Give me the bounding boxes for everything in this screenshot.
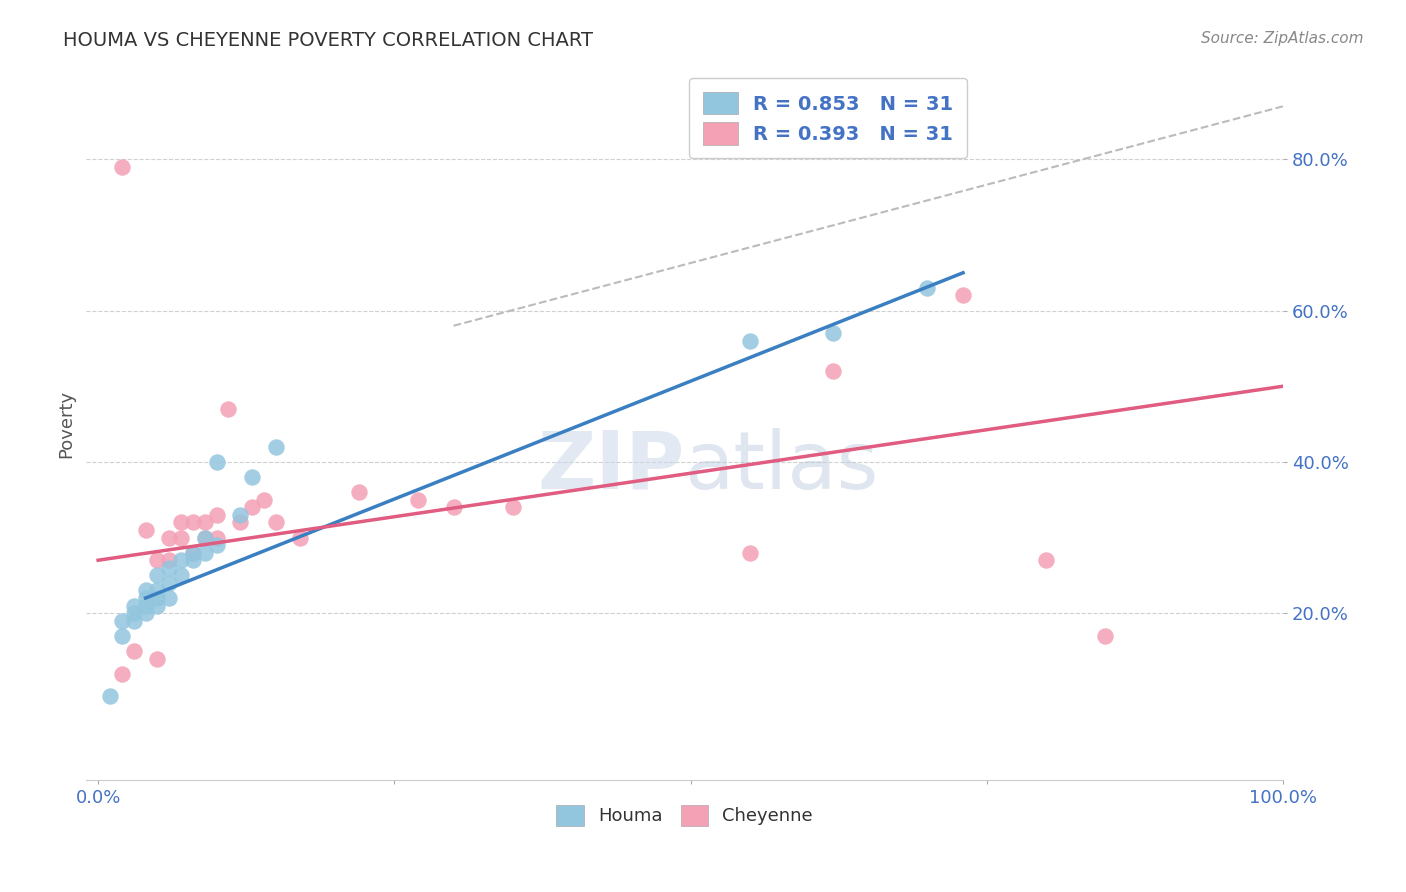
Point — [157, 576, 180, 591]
Point — [240, 500, 263, 515]
Point — [240, 470, 263, 484]
Point — [157, 553, 180, 567]
Y-axis label: Poverty: Poverty — [58, 390, 75, 458]
Point — [194, 546, 217, 560]
Point — [181, 553, 204, 567]
Point — [502, 500, 524, 515]
Point — [194, 531, 217, 545]
Point — [146, 583, 169, 598]
Point — [111, 629, 134, 643]
Point — [181, 516, 204, 530]
Point — [135, 599, 157, 613]
Point — [443, 500, 465, 515]
Point — [146, 553, 169, 567]
Point — [146, 568, 169, 582]
Point — [146, 591, 169, 605]
Point — [146, 599, 169, 613]
Point — [821, 364, 844, 378]
Point — [135, 523, 157, 537]
Point — [98, 690, 121, 704]
Point — [288, 531, 311, 545]
Point — [135, 591, 157, 605]
Point — [217, 401, 239, 416]
Point — [194, 516, 217, 530]
Point — [135, 606, 157, 620]
Point — [738, 546, 761, 560]
Point — [205, 538, 228, 552]
Point — [170, 553, 193, 567]
Point — [122, 644, 145, 658]
Point — [917, 281, 939, 295]
Point — [406, 492, 429, 507]
Point — [347, 485, 370, 500]
Point — [205, 531, 228, 545]
Point — [181, 546, 204, 560]
Point — [111, 666, 134, 681]
Point — [205, 508, 228, 522]
Point — [170, 568, 193, 582]
Point — [1035, 553, 1057, 567]
Point — [229, 516, 252, 530]
Point — [122, 606, 145, 620]
Point — [157, 531, 180, 545]
Text: ZIP: ZIP — [537, 428, 685, 506]
Point — [157, 591, 180, 605]
Point — [229, 508, 252, 522]
Point — [122, 614, 145, 628]
Point — [181, 546, 204, 560]
Text: Source: ZipAtlas.com: Source: ZipAtlas.com — [1201, 31, 1364, 46]
Point — [952, 288, 974, 302]
Point — [135, 583, 157, 598]
Point — [111, 160, 134, 174]
Point — [264, 516, 287, 530]
Point — [205, 455, 228, 469]
Point — [157, 561, 180, 575]
Text: atlas: atlas — [685, 428, 879, 506]
Point — [264, 440, 287, 454]
Point — [194, 531, 217, 545]
Legend: Houma, Cheyenne: Houma, Cheyenne — [547, 796, 821, 835]
Point — [146, 651, 169, 665]
Point — [170, 531, 193, 545]
Text: HOUMA VS CHEYENNE POVERTY CORRELATION CHART: HOUMA VS CHEYENNE POVERTY CORRELATION CH… — [63, 31, 593, 50]
Point — [253, 492, 276, 507]
Point — [170, 516, 193, 530]
Point — [738, 334, 761, 348]
Point — [111, 614, 134, 628]
Point — [122, 599, 145, 613]
Point — [821, 326, 844, 341]
Point — [1094, 629, 1116, 643]
